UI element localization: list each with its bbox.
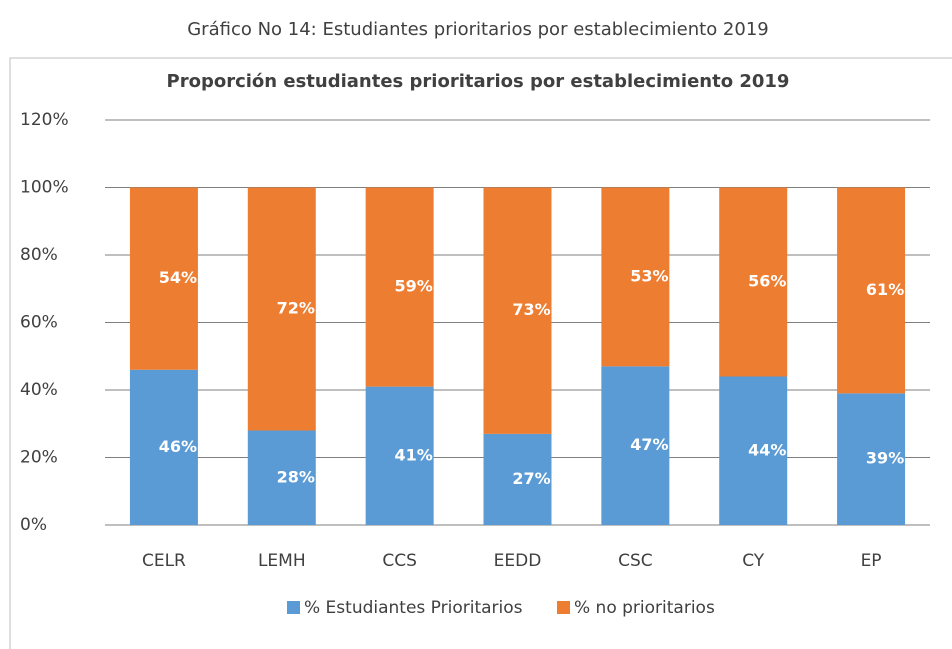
legend-label: % Estudiantes Prioritarios: [304, 598, 523, 618]
y-tick-label: 0%: [20, 515, 47, 535]
y-tick-label: 120%: [20, 110, 69, 130]
x-tick-label: CSC: [618, 551, 653, 571]
data-label: 61%: [866, 280, 904, 299]
legend-label: % no prioritarios: [574, 598, 715, 618]
data-label: 44%: [748, 440, 786, 459]
data-label: 56%: [748, 272, 786, 291]
bar-segment: [719, 376, 788, 525]
data-label: 59%: [394, 277, 432, 296]
data-label: 39%: [866, 449, 904, 468]
data-label: 27%: [512, 469, 550, 488]
data-label: 72%: [277, 299, 315, 318]
bar-segment: [837, 187, 906, 394]
bar-segment: [247, 430, 316, 525]
bar-segment: [247, 187, 316, 431]
chart-title: Proporción estudiantes prioritarios por …: [167, 71, 790, 92]
y-tick-label: 80%: [20, 245, 58, 265]
y-tick-label: 40%: [20, 380, 58, 400]
bar-segment: [483, 187, 552, 434]
bar-segment: [837, 393, 906, 525]
bar-segment: [601, 187, 670, 367]
y-tick-label: 60%: [20, 313, 58, 333]
data-label: 41%: [394, 445, 432, 464]
bar-segment: [365, 187, 434, 387]
bar-segment: [719, 187, 788, 377]
data-label: 53%: [630, 266, 668, 285]
bar-segment: [129, 187, 198, 370]
legend-swatch: [557, 601, 570, 614]
bar-segment: [129, 369, 198, 525]
chart-border: [9, 57, 952, 649]
x-tick-label: CCS: [382, 551, 417, 571]
legend-swatch: [287, 601, 300, 614]
data-label: 54%: [159, 268, 197, 287]
x-tick-label: EEDD: [494, 551, 542, 571]
bar-segment: [601, 366, 670, 525]
x-tick-label: LEMH: [258, 551, 306, 571]
x-tick-label: EP: [861, 551, 882, 571]
bar-segment: [483, 433, 552, 525]
data-label: 47%: [630, 435, 668, 454]
bar-segment: [365, 386, 434, 525]
data-label: 46%: [159, 437, 197, 456]
x-tick-label: CY: [742, 551, 765, 571]
y-tick-label: 20%: [20, 448, 58, 468]
data-label: 28%: [277, 467, 315, 486]
x-tick-label: CELR: [142, 551, 186, 571]
caption: Gráfico No 14: Estudiantes prioritarios …: [187, 19, 769, 40]
data-label: 73%: [512, 300, 550, 319]
y-tick-label: 100%: [20, 178, 69, 198]
